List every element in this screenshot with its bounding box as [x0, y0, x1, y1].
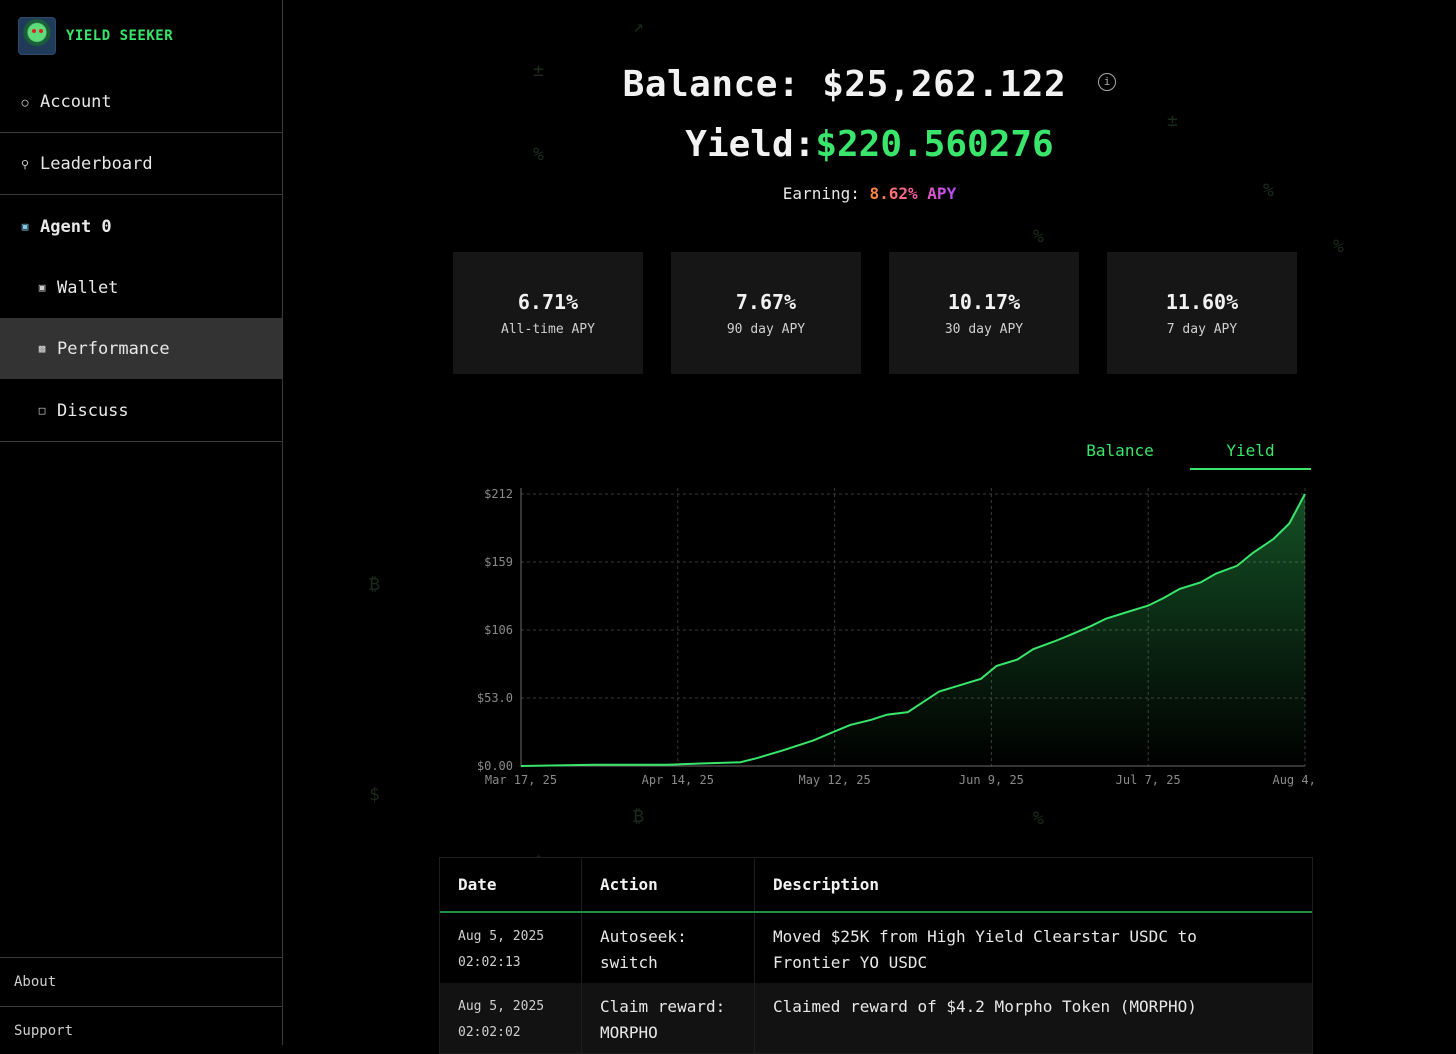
sidebar-item-label: Discuss — [57, 400, 129, 421]
tab-balance[interactable]: Balance — [1086, 441, 1154, 460]
yield-value: $220.560276 — [815, 124, 1054, 165]
y-tick-label: $0.00 — [477, 759, 513, 773]
stat-card-90-day: 7.67% 90 day APY — [671, 252, 861, 374]
row-action-line: MORPHO — [600, 1023, 658, 1042]
y-tick-label: $212 — [484, 487, 513, 501]
column-header-date: Date — [458, 875, 497, 894]
decorative-bitcoin-icon: ₿ — [369, 574, 380, 595]
row-date: Aug 5, 2025 02:02:02 — [440, 983, 581, 1053]
yield-line — [520, 493, 1306, 767]
decorative-percent-icon: % — [1333, 236, 1344, 257]
yield-seeker-logo — [18, 17, 56, 55]
row-action: Claim reward: MORPHO — [581, 983, 754, 1053]
bar-chart-icon: ▩ — [38, 342, 46, 355]
main-content: ↗ ± % ± % % ₿ $ ₿ % $ % Balance: $25,262… — [283, 0, 1456, 1054]
row-date-day: Aug 5, 2025 — [458, 999, 545, 1014]
stat-value: 11.60% — [1165, 290, 1239, 314]
balance-display: Balance: $25,262.122 i — [283, 64, 1456, 105]
tab-yield[interactable]: Yield — [1190, 434, 1311, 470]
row-action-line: switch — [600, 953, 658, 972]
x-tick-label: May 12, 25 — [798, 773, 870, 787]
stat-card-30-day: 10.17% 30 day APY — [889, 252, 1079, 374]
support-link[interactable]: Support — [0, 1006, 282, 1054]
sidebar-item-leaderboard[interactable]: ⚲ Leaderboard — [0, 134, 282, 195]
y-tick-label: $53.0 — [477, 691, 513, 705]
sidebar: YIELD SEEKER ◯ Account ⚲ Leaderboard ▣ A… — [0, 0, 283, 1045]
stat-card-all-time: 6.71% All-time APY — [453, 252, 643, 374]
y-tick-label: $106 — [484, 623, 513, 637]
sidebar-item-wallet[interactable]: ▣ Wallet — [0, 257, 282, 318]
yield-area — [521, 494, 1305, 766]
sidebar-divider — [0, 441, 282, 442]
decorative-arrow-icon: ↗ — [633, 16, 644, 37]
robot-icon: ▣ — [21, 220, 29, 233]
info-icon[interactable]: i — [1098, 73, 1117, 91]
stat-label: 7 day APY — [1166, 322, 1238, 337]
x-tick-label: Aug 4, 25 — [1272, 773, 1323, 787]
row-action-line: Claim reward: — [600, 997, 726, 1016]
x-tick-label: Mar 17, 25 — [485, 773, 557, 787]
stat-label: 90 day APY — [726, 322, 806, 337]
x-tick-label: Apr 14, 25 — [642, 773, 714, 787]
sidebar-item-label: Leaderboard — [40, 154, 153, 174]
user-icon: ◯ — [21, 95, 29, 109]
sidebar-item-label: Performance — [57, 338, 170, 359]
chat-icon: □ — [38, 404, 46, 417]
sidebar-item-label: Agent 0 — [40, 216, 112, 237]
decorative-plus-icon: ± — [533, 60, 544, 81]
balance-label: Balance: — [622, 64, 801, 105]
decorative-percent-icon: % — [1033, 808, 1044, 829]
row-description-line: Frontier YO USDC — [773, 953, 928, 972]
decorative-bitcoin-icon: ₿ — [633, 806, 644, 827]
stat-label: All-time APY — [501, 322, 595, 337]
stat-label: 30 day APY — [944, 322, 1024, 337]
sidebar-item-agent-0[interactable]: ▣ Agent 0 — [0, 196, 282, 257]
table-row[interactable]: Aug 5, 2025 02:02:02 Claim reward: MORPH… — [440, 983, 1312, 1053]
sidebar-item-label: Wallet — [57, 277, 119, 298]
yield-label: Yield: — [685, 124, 816, 165]
column-header-action: Action — [581, 858, 754, 911]
stat-value: 7.67% — [735, 290, 797, 314]
row-description: Claimed reward of $4.2 Morpho Token (MOR… — [754, 983, 1312, 1053]
balance-value: $25,262.122 — [822, 64, 1067, 105]
table-row[interactable]: Aug 5, 2025 02:02:13 Autoseek: switch Mo… — [440, 913, 1312, 983]
row-description-line: Moved $25K from High Yield Clearstar USD… — [773, 927, 1197, 946]
row-date-day: Aug 5, 2025 — [458, 929, 545, 944]
decorative-percent-icon: % — [533, 144, 544, 165]
x-tick-label: Jun 9, 25 — [959, 773, 1024, 787]
decorative-percent-icon: % — [1263, 180, 1274, 201]
decorative-dollar-icon: $ — [369, 784, 380, 805]
sidebar-item-account[interactable]: ◯ Account — [0, 72, 282, 133]
yield-chart: $212 $159 $106 $53.0 $0.00 Mar 17, 25 Apr 14,… — [477, 487, 1323, 787]
decorative-plus-icon: ± — [1167, 110, 1178, 131]
earning-apy: 8.62% APY — [869, 184, 957, 203]
decorative-percent-icon: % — [1033, 226, 1044, 247]
table-header: Date Action Description — [440, 858, 1312, 913]
row-description-line: Claimed reward of $4.2 Morpho Token (MOR… — [773, 997, 1197, 1016]
column-header-description: Description — [754, 858, 1312, 911]
x-tick-label: Jul 7, 25 — [1116, 773, 1181, 787]
stat-value: 6.71% — [517, 290, 579, 314]
row-date: Aug 5, 2025 02:02:13 — [440, 913, 581, 983]
row-action: Autoseek: switch — [581, 913, 754, 983]
sidebar-item-label: Account — [40, 92, 112, 112]
y-tick-label: $159 — [484, 555, 513, 569]
row-action-line: Autoseek: — [600, 927, 687, 946]
earning-label: Earning: — [782, 184, 860, 203]
about-link[interactable]: About — [0, 957, 282, 1005]
row-description: Moved $25K from High Yield Clearstar USD… — [754, 913, 1312, 983]
earning-display: Earning: 8.62% APY — [283, 184, 1456, 203]
sidebar-item-performance[interactable]: ▩ Performance — [0, 318, 282, 379]
wallet-icon: ▣ — [38, 281, 46, 294]
stat-value: 10.17% — [947, 290, 1021, 314]
brand[interactable]: YIELD SEEKER — [18, 17, 174, 55]
row-date-time: 02:02:02 — [458, 1025, 521, 1040]
activity-table: Date Action Description Aug 5, 2025 02:0… — [439, 857, 1313, 1054]
trophy-icon: ⚲ — [20, 157, 30, 171]
stat-card-7-day: 11.60% 7 day APY — [1107, 252, 1297, 374]
row-date-time: 02:02:13 — [458, 955, 521, 970]
brand-name: YIELD SEEKER — [66, 28, 174, 44]
sidebar-item-discuss[interactable]: □ Discuss — [0, 380, 282, 441]
yield-display: Yield:$220.560276 — [283, 124, 1456, 165]
